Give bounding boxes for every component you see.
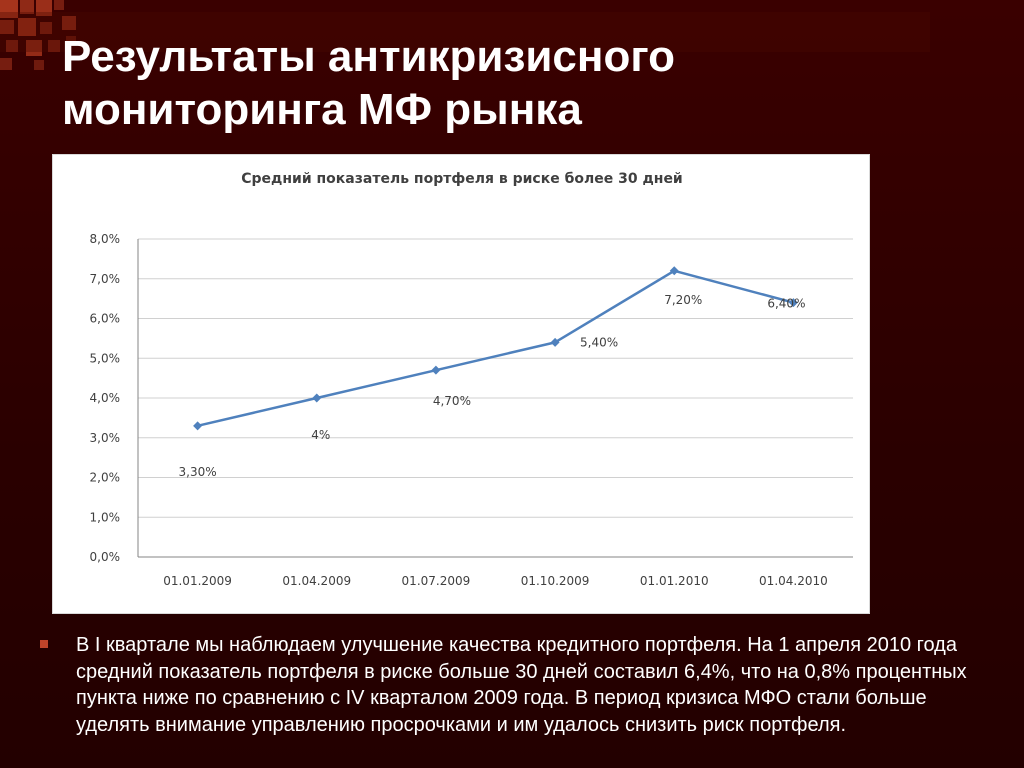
decor-square [34, 60, 44, 70]
x-tick-label: 01.01.2009 [163, 574, 232, 588]
data-point-marker [550, 337, 560, 347]
body-text: В I квартале мы наблюдаем улучшение каче… [36, 632, 996, 738]
bullet-text: В I квартале мы наблюдаем улучшение каче… [76, 634, 967, 736]
x-tick-label: 01.07.2009 [402, 574, 471, 588]
data-label: 7,20% [664, 293, 702, 307]
y-tick-label: 5,0% [90, 351, 121, 365]
chart-title: Средний показатель портфеля в риске боле… [241, 171, 683, 187]
chart-canvas: Средний показатель портфеля в риске боле… [90, 171, 853, 588]
data-point-marker [669, 266, 679, 276]
decor-square [0, 20, 14, 34]
decor-square [54, 0, 64, 10]
bullet-square-icon [40, 640, 48, 648]
gridlines [138, 238, 853, 558]
data-label: 4,70% [433, 394, 471, 408]
decor-square [0, 0, 18, 18]
decor-square [0, 58, 12, 70]
y-tick-label: 0,0% [90, 550, 121, 564]
decor-square [20, 0, 34, 14]
data-label: 6,40% [767, 297, 805, 311]
x-tick-label: 01.01.2010 [640, 574, 709, 588]
slide-title-line-1: Результаты антикризисного [62, 32, 675, 81]
x-tick-label: 01.04.2010 [759, 574, 828, 588]
decor-square [18, 18, 36, 36]
x-tick-label: 01.10.2009 [521, 574, 590, 588]
data-label: 5,40% [580, 335, 618, 349]
decor-square [48, 40, 60, 52]
decor-square [36, 0, 52, 16]
y-tick-label: 6,0% [90, 312, 121, 326]
axes: 0,0% 1,0% 2,0% 3,0% 4,0% 5,0% 6,0% 7,0% 8,0% 01.0… [90, 232, 828, 588]
y-tick-label: 1,0% [90, 510, 121, 524]
data-point-marker [312, 393, 322, 403]
decor-square [66, 36, 76, 46]
corner-decoration [0, 0, 930, 70]
decor-square [26, 40, 42, 56]
data-point-marker [788, 298, 798, 308]
decor-square [62, 16, 76, 30]
y-tick-label: 4,0% [90, 391, 121, 405]
data-labels: 3,30% 4% 4,70% 5,40% 7,20% 6,40% [179, 293, 806, 479]
decor-square [6, 40, 18, 52]
slide-title: Результаты антикризисного мониторинга МФ… [62, 30, 962, 136]
series-line [197, 269, 794, 428]
y-tick-label: 7,0% [90, 272, 121, 286]
data-label: 4% [311, 428, 330, 442]
series [193, 266, 798, 431]
x-tick-label: 01.04.2009 [282, 574, 351, 588]
line-chart: Средний показатель портфеля в риске боле… [52, 154, 870, 614]
y-tick-label: 8,0% [90, 232, 121, 246]
title-band [0, 12, 930, 52]
data-point-marker [431, 365, 441, 375]
decor-square [40, 22, 52, 34]
slide-title-line-2: мониторинга МФ рынка [62, 85, 582, 134]
y-tick-label: 3,0% [90, 431, 121, 445]
bullet-item: В I квартале мы наблюдаем улучшение каче… [36, 632, 996, 738]
data-point-marker [193, 421, 203, 431]
y-tick-label: 2,0% [90, 471, 121, 485]
data-label: 3,30% [179, 465, 217, 479]
